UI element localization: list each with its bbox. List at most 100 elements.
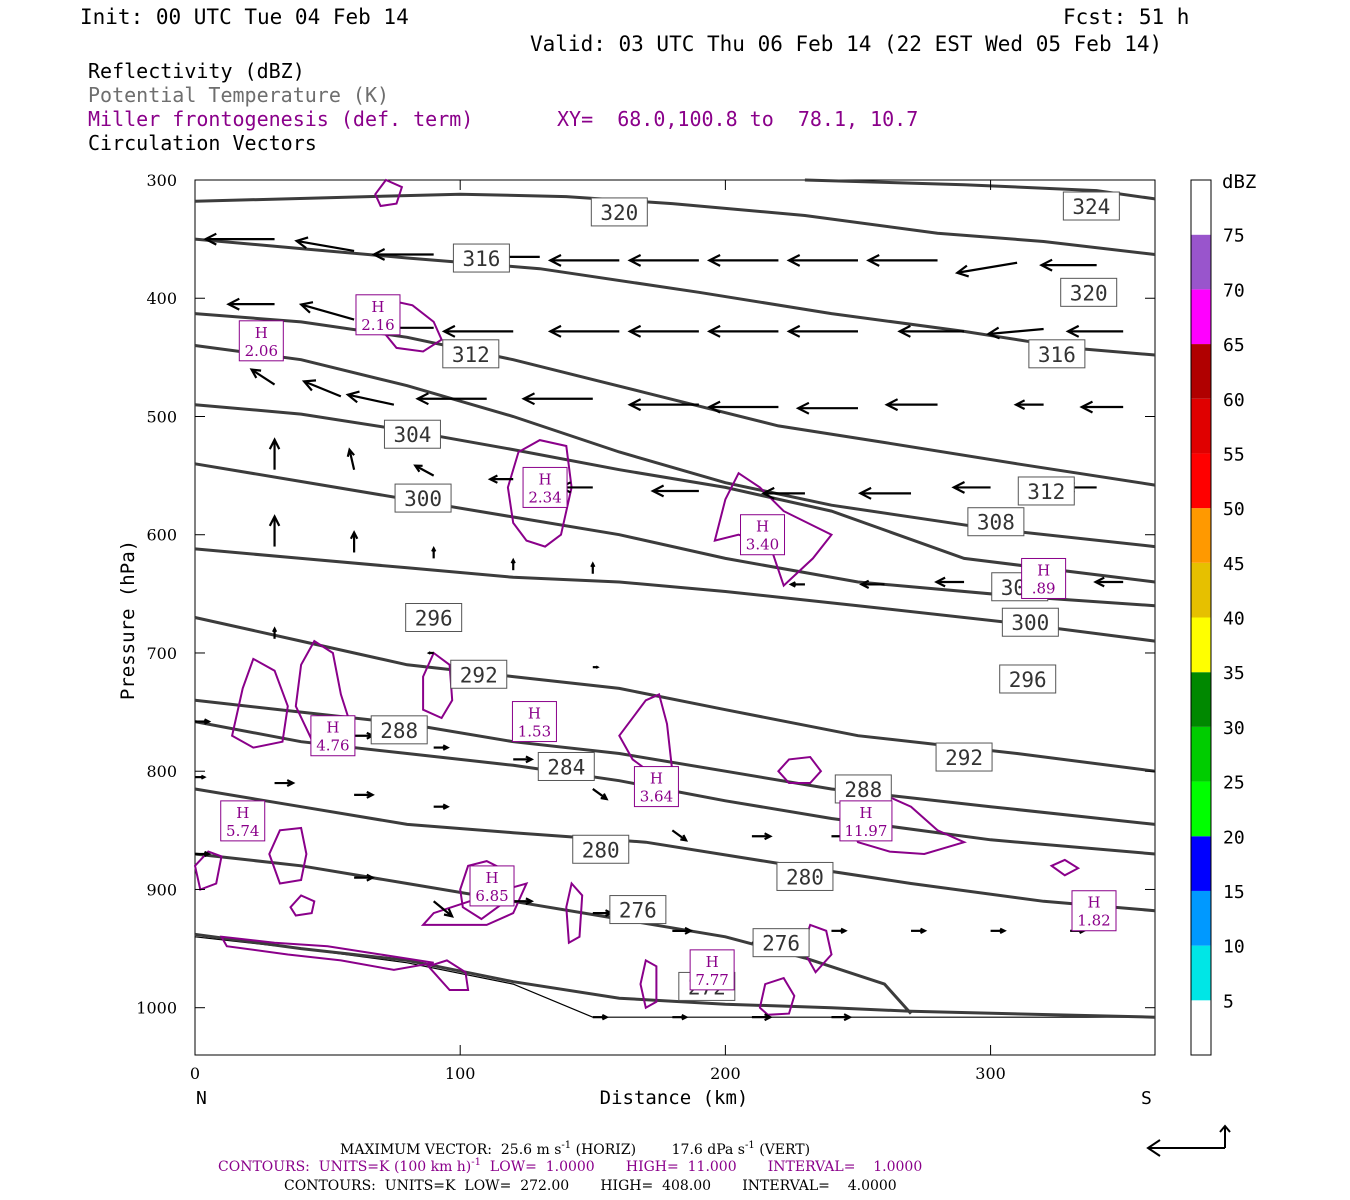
circulation-vector [441,324,514,338]
circulation-vector [371,248,434,261]
circulation-vector [897,324,965,338]
colorbar-segment [1191,562,1211,618]
frontogenesis-max-value: 1.82 [1077,912,1110,930]
circulation-vector [354,873,375,882]
colorbar-level-label: 70 [1223,280,1245,301]
colorbar-level-label: 55 [1223,444,1245,465]
circulation-vector [426,651,434,655]
frontogenesis-max-label: H [756,518,769,536]
theta-label-296: 296 [999,664,1057,694]
frontogenesis-contour [639,958,658,1010]
frontogenesis-contour [506,439,573,548]
circulation-vector [795,401,858,415]
frontogenesis-max-value: 3.40 [746,536,779,554]
theta-label-text: 284 [547,755,585,779]
frontogenesis-max: H2.34 [522,466,568,508]
footer-contours-theta: CONTOURS: UNITS=K LOW= 272.00 HIGH= 408.… [284,1178,897,1194]
theta-contour-280 [194,787,1156,913]
x-tick-label: 0 [190,1064,200,1083]
circulation-vector [433,744,450,751]
y-tick-label: 400 [146,289,177,308]
circulation-vector [954,261,1018,278]
theta-label-300: 300 [1001,607,1059,637]
circulation-vector [249,368,276,386]
theta-label-292: 292 [450,659,508,689]
theta-label-text: 312 [452,343,490,367]
frontogenesis-max-label: H [650,770,663,788]
circulation-vector [354,731,375,740]
init-time: Init: 00 UTC Tue 04 Feb 14 [80,5,409,29]
frontogenesis-max-value: 2.16 [361,316,394,334]
circulation-vector [274,779,296,787]
circulation-vector [547,324,620,338]
circulation-vector [788,581,805,588]
colorbar-title: dBZ [1222,171,1256,193]
colorbar-level-label: 5 [1223,991,1234,1012]
frontogenesis-max-label: H [236,804,249,822]
circulation-vector [884,398,938,412]
theta-label-text: 316 [1038,343,1076,367]
circulation-vector [346,447,356,470]
forecast-hour: Fcst: 51 h [1063,5,1189,29]
colorbar-level-label: 50 [1223,499,1245,520]
theta-label-292: 292 [935,742,993,772]
circulation-vector [672,1014,689,1021]
theta-label-text: 288 [380,719,418,743]
theta-label-300: 300 [394,483,452,513]
circulation-vector [513,897,535,906]
theta-contour-320 [194,192,1156,256]
frontogenesis-max-value: 2.34 [528,488,561,506]
colorbar-level-label: 60 [1223,390,1245,411]
circulation-vector [268,437,281,470]
circulation-vector [294,236,355,253]
theta-label-text: 276 [762,932,800,956]
y-tick-label: 500 [146,407,177,426]
circulation-vector [590,561,596,574]
colorbar-segment [1191,344,1211,399]
x-tick-label: 100 [445,1064,476,1083]
circulation-vector [951,481,991,494]
circulation-vector [786,324,858,338]
frontogenesis-max: H2.06 [238,320,284,362]
theta-label-304: 304 [383,419,441,449]
x-tick-label: 300 [975,1064,1006,1083]
frontogenesis-contour [268,826,308,885]
theta-label-text: 304 [393,423,431,447]
x-tick-label: 200 [710,1064,741,1083]
colorbar-segment [1191,234,1211,290]
theta-label-text: 292 [945,746,983,770]
frontogenesis-max: H2.16 [355,294,401,336]
frontogenesis-contour [618,693,674,779]
theta-label-284: 284 [537,751,595,781]
frontogenesis-max-value: 1.53 [518,723,551,741]
theta-label-312: 312 [442,339,500,369]
frontogenesis-max: H11.97 [839,800,893,842]
circulation-vector [487,474,514,484]
colorbar-segment [1191,289,1211,345]
y-tick-label: 700 [146,644,177,663]
theta-label-text: 312 [1027,480,1065,504]
frontogenesis-max: H5.74 [220,800,266,842]
colorbar-level-label: 75 [1223,226,1245,247]
circulation-vector [510,557,516,571]
theta-label-312: 312 [1017,476,1075,506]
circulation-vector [990,927,1007,934]
theta-label-288: 288 [370,715,428,745]
y-tick-label: 900 [146,880,177,899]
frontogenesis-contour [565,881,584,945]
theta-label-text: 296 [1009,668,1047,692]
theta-label-text: 300 [1011,611,1049,635]
circulation-vector [354,790,375,799]
frontogenesis-max: H4.76 [310,715,356,757]
theta-label-text: 280 [786,865,824,889]
colorbar-level-label: 20 [1223,827,1245,848]
theta-contour-312 [194,312,1156,487]
circulation-vector [415,392,487,406]
circulation-vector [706,254,779,267]
colorbar-segment [1191,508,1211,563]
frontogenesis-max-labels: H2.06H2.16H2.34H3.40H.89H1.53H4.76H3.64H… [220,294,1117,991]
field-reflectivity: Reflectivity (dBZ) [88,59,305,83]
colorbar-segment [1191,781,1211,837]
colorbar-level-label: 15 [1223,882,1245,903]
frontogenesis-max-value: 6.85 [475,887,508,905]
